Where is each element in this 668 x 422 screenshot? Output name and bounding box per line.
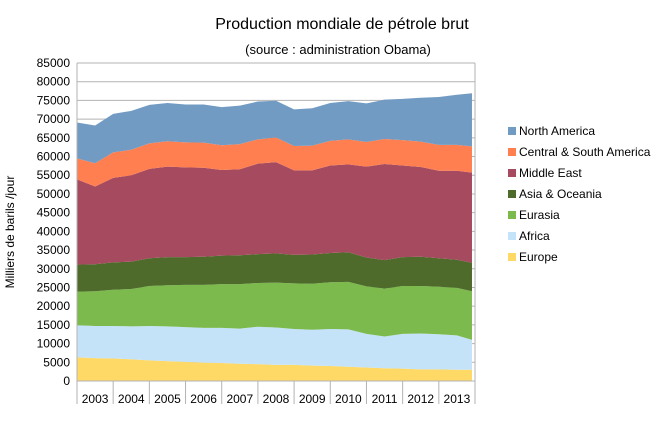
legend-label-middle-east: Middle East (519, 166, 582, 180)
area-north-america (77, 93, 472, 164)
area-africa (77, 325, 472, 370)
x-tick-label: 2012 (407, 392, 434, 406)
legend-label-eurasia: Eurasia (519, 208, 560, 222)
area-middle-east (77, 162, 472, 265)
y-tick-label: 70000 (37, 112, 71, 126)
legend-label-europe: Europe (519, 250, 558, 264)
legend-swatch-europe (508, 253, 516, 261)
x-tick-label: 2011 (372, 392, 398, 406)
y-tick-label: 10000 (37, 337, 71, 351)
legend-swatch-africa (508, 232, 516, 240)
x-tick-label: 2005 (154, 392, 181, 406)
y-tick-label: 75000 (37, 93, 71, 107)
chart-subtitle: (source : administration Obama) (245, 42, 431, 57)
y-tick-label: 45000 (37, 206, 71, 220)
y-tick-label: 85000 (37, 56, 71, 70)
y-tick-label: 25000 (37, 280, 71, 294)
y-tick-label: 20000 (37, 299, 71, 313)
area-eurasia (77, 281, 472, 340)
legend-label-africa: Africa (519, 229, 550, 243)
legend-label-north-america: North America (519, 124, 595, 138)
area-central-south-america (77, 137, 472, 187)
y-tick-label: 0 (63, 374, 70, 388)
legend-swatch-eurasia (508, 211, 516, 219)
y-tick-label: 60000 (37, 150, 71, 164)
legend-swatch-middle-east (508, 169, 516, 177)
y-tick-label: 55000 (37, 168, 71, 182)
y-tick-label: 15000 (37, 318, 71, 332)
legend: North America Central & South America Midd… (508, 124, 651, 264)
x-tick-label: 2010 (335, 392, 362, 406)
legend-swatch-north-america (508, 127, 516, 135)
y-tick-label: 50000 (37, 187, 71, 201)
x-tick-label: 2013 (444, 392, 471, 406)
x-tick-labels: 2003 2004 2005 2006 2007 2008 2009 2010 2011 2012… (76, 381, 476, 406)
y-tick-label: 35000 (37, 243, 71, 257)
x-tick-label: 2008 (263, 392, 290, 406)
area-asia-oceania (77, 252, 472, 292)
legend-label-central-south-america: Central & South America (519, 145, 651, 159)
x-tick-label: 2007 (226, 392, 253, 406)
y-tick-label: 30000 (37, 262, 71, 276)
x-tick-label: 2003 (82, 392, 109, 406)
axes (76, 63, 476, 382)
legend-swatch-central-south-america (508, 148, 516, 156)
y-tick-label: 80000 (37, 75, 71, 89)
y-tick-label: 65000 (37, 131, 71, 145)
y-tick-label: 5000 (43, 355, 70, 369)
y-axis-label: Milliers de barils /jour (3, 176, 17, 289)
chart-title: Production mondiale de pétrole brut (215, 16, 469, 33)
legend-label-asia-oceania: Asia & Oceania (519, 187, 602, 201)
legend-swatch-asia-oceania (508, 190, 516, 198)
y-tick-labels: 0 5000 10000 15000 20000 25000 30000 35000 40000… (37, 56, 71, 388)
x-tick-label: 2004 (118, 392, 145, 406)
x-tick-label: 2009 (299, 392, 326, 406)
y-tick-label: 40000 (37, 224, 71, 238)
area-series (77, 93, 472, 381)
x-tick-label: 2006 (190, 392, 217, 406)
area-europe (77, 357, 472, 381)
